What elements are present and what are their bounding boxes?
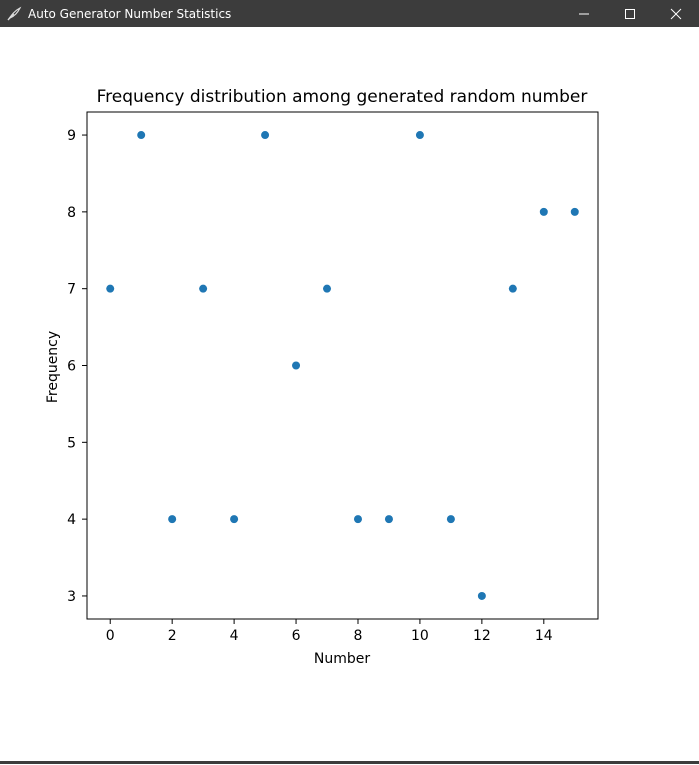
close-icon — [670, 8, 682, 19]
x-tick-label: 10 — [411, 628, 429, 644]
data-point — [292, 361, 301, 370]
data-point — [477, 591, 486, 600]
window-titlebar[interactable]: Auto Generator Number Statistics — [0, 0, 699, 27]
data-point — [168, 515, 177, 524]
window-title: Auto Generator Number Statistics — [28, 6, 232, 21]
data-point — [570, 207, 579, 216]
data-point — [384, 515, 393, 524]
scatter-chart: Frequency distribution among generated r… — [45, 87, 599, 667]
data-point — [539, 207, 548, 216]
x-tick-label: 0 — [106, 628, 115, 644]
figure-canvas: Frequency distribution among generated r… — [0, 27, 699, 761]
y-tick-label: 6 — [67, 359, 76, 375]
x-tick-label: 12 — [473, 628, 491, 644]
data-point — [353, 515, 362, 524]
x-tick-label: 14 — [535, 628, 553, 644]
data-point — [230, 515, 239, 524]
x-axis: 0 2 4 6 8 10 12 14 — [106, 619, 553, 644]
data-point — [323, 284, 332, 293]
data-point — [137, 131, 146, 140]
y-axis: 3 4 5 6 7 8 9 — [67, 128, 87, 605]
maximize-button[interactable] — [607, 0, 653, 27]
close-button[interactable] — [653, 0, 699, 27]
x-tick-label: 8 — [354, 628, 363, 644]
plot-frame — [86, 111, 599, 620]
y-tick-label: 7 — [67, 282, 76, 298]
y-axis-label: Frequency — [45, 331, 61, 403]
x-tick-label: 2 — [168, 628, 177, 644]
data-points — [106, 131, 579, 600]
y-tick-label: 4 — [67, 512, 76, 528]
feather-icon — [6, 6, 22, 22]
data-point — [199, 284, 208, 293]
y-tick-label: 5 — [67, 435, 76, 451]
window-controls — [561, 0, 699, 27]
data-point — [106, 284, 115, 293]
y-tick-label: 8 — [67, 205, 76, 221]
x-axis-label: Number — [314, 651, 370, 667]
data-point — [261, 131, 270, 140]
y-tick-label: 3 — [67, 589, 76, 605]
maximize-icon — [625, 8, 635, 19]
minimize-button[interactable] — [561, 0, 607, 27]
x-tick-label: 6 — [292, 628, 301, 644]
y-tick-label: 9 — [67, 128, 76, 144]
x-tick-label: 4 — [230, 628, 239, 644]
data-point — [508, 284, 517, 293]
data-point — [446, 515, 455, 524]
data-point — [415, 131, 424, 140]
window-bottom-border — [0, 761, 699, 764]
chart-title: Frequency distribution among generated r… — [97, 87, 588, 107]
minimize-icon — [579, 13, 589, 14]
